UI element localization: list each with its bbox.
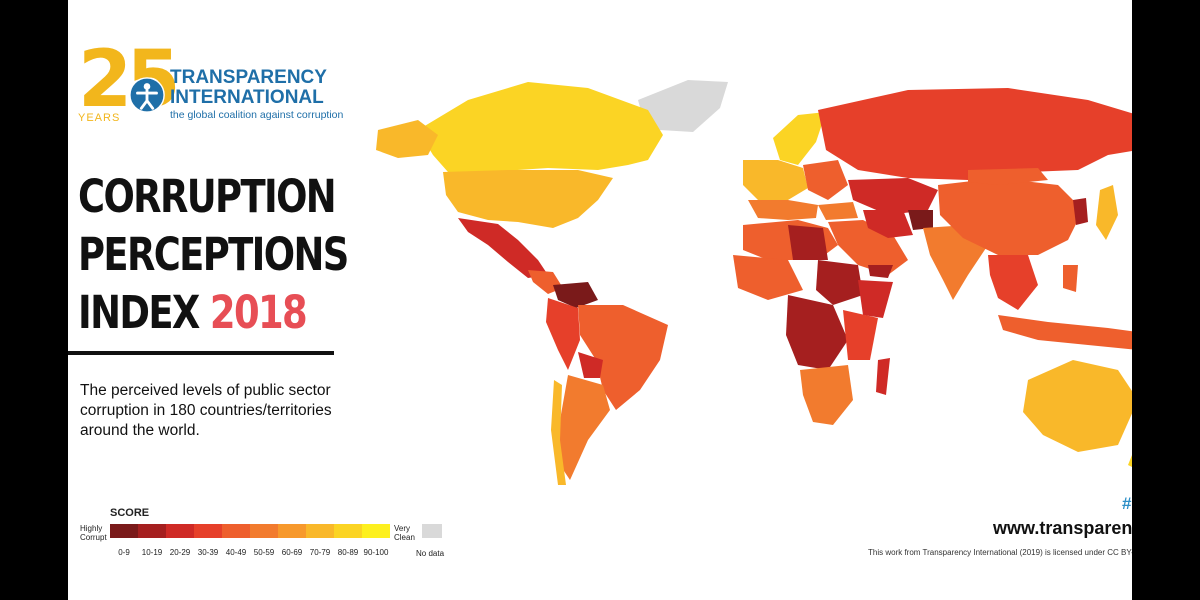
hashtag-text: # — [1122, 494, 1132, 513]
region-west-africa — [733, 255, 803, 300]
website-url[interactable]: www.transparency — [993, 518, 1132, 538]
legend-range-label: 80-89 — [337, 548, 359, 557]
legend-very-clean-label: Very Clean — [394, 524, 415, 542]
region-australia — [1023, 360, 1132, 452]
legend-range-label: 10-19 — [141, 548, 163, 557]
page-title: CORRUPTION PERCEPTIONS INDEX 2018 — [78, 170, 349, 339]
region-southeast-asia — [988, 255, 1038, 310]
legend-range-label: 20-29 — [169, 548, 191, 557]
region-central-asia — [848, 178, 938, 215]
region-horn-of-africa — [858, 280, 893, 318]
legend-swatch-6 — [278, 524, 306, 538]
region-sudan — [816, 260, 863, 305]
legend-range-label: 90-100 — [363, 548, 389, 557]
region-korea — [1073, 198, 1088, 225]
globe-person-icon — [129, 77, 165, 113]
legend-swatch-5 — [250, 524, 278, 538]
region-argentina — [560, 375, 610, 480]
legend-no-data-swatch — [422, 524, 442, 538]
score-legend: SCORE Highly Corrupt Very Clean 0-9 10-19… — [80, 505, 460, 565]
title-year: 2018 — [209, 286, 308, 339]
region-southern-europe — [748, 200, 818, 220]
region-usa — [443, 170, 613, 228]
region-andes — [546, 298, 580, 370]
region-iran — [863, 210, 913, 238]
legend-swatch-4 — [222, 524, 250, 538]
legend-swatch-1 — [138, 524, 166, 538]
region-turkey — [818, 202, 858, 220]
region-china — [938, 178, 1083, 255]
region-chile — [551, 380, 566, 485]
region-greenland — [638, 80, 728, 132]
legend-no-data-label: No data — [416, 549, 445, 558]
region-india — [923, 225, 988, 300]
region-indonesia — [998, 315, 1132, 350]
legend-swatch-8 — [334, 524, 362, 538]
region-eastern-europe — [803, 160, 848, 200]
region-new-zealand — [1128, 455, 1132, 467]
region-russia — [818, 88, 1132, 180]
world-choropleth-map — [376, 80, 1132, 485]
region-yemen — [868, 265, 893, 278]
legend-range-labels: 0-9 10-19 20-29 30-39 40-49 50-59 60-69 70-79 80… — [110, 548, 390, 557]
logo-years-label: YEARS — [78, 112, 121, 124]
legend-swatch-7 — [306, 524, 334, 538]
title-divider — [68, 351, 334, 355]
legend-swatch-2 — [166, 524, 194, 538]
region-central-africa — [786, 295, 848, 370]
legend-swatch-9 — [362, 524, 390, 538]
region-madagascar — [876, 358, 890, 395]
logo-organization-name: TRANSPARENCY INTERNATIONAL — [170, 67, 327, 108]
legend-swatch-3 — [194, 524, 222, 538]
region-southern-africa — [800, 365, 853, 425]
legend-title: SCORE — [110, 507, 150, 519]
region-mexico — [458, 218, 548, 278]
subtitle: The perceived levels of public sector co… — [80, 382, 332, 439]
transparency-international-logo: 25 YEARS TRANSPARENCY INTERNATIONAL the … — [78, 40, 358, 130]
region-east-africa — [843, 310, 878, 360]
license-notice: This work from Transparency Internationa… — [868, 548, 1132, 557]
region-western-europe — [743, 160, 808, 200]
logo-tagline: the global coalition against corruption — [170, 109, 344, 121]
region-bolivia — [578, 352, 603, 378]
legend-range-label: 40-49 — [225, 548, 247, 557]
region-scandinavia — [773, 112, 826, 165]
region-canada — [418, 82, 663, 172]
legend-range-label: 70-79 — [309, 548, 331, 557]
region-mongolia — [968, 168, 1048, 185]
legend-range-label: 60-69 — [281, 548, 303, 557]
map-slide: 25 YEARS TRANSPARENCY INTERNATIONAL the … — [68, 0, 1132, 600]
legend-swatch-0 — [110, 524, 138, 538]
region-venezuela — [553, 282, 598, 308]
region-japan — [1096, 185, 1118, 240]
legend-range-label: 0-9 — [118, 548, 130, 557]
region-libya — [788, 225, 828, 260]
region-philippines — [1063, 265, 1078, 292]
region-alaska — [376, 120, 438, 158]
logo-anniversary-number: 25 — [78, 35, 181, 125]
region-brazil — [578, 305, 668, 410]
legend-color-scale — [110, 524, 390, 538]
legend-range-label: 30-39 — [197, 548, 219, 557]
legend-range-label: 50-59 — [253, 548, 275, 557]
region-afghanistan — [908, 210, 933, 230]
legend-highly-corrupt-label: Highly Corrupt — [80, 524, 107, 542]
